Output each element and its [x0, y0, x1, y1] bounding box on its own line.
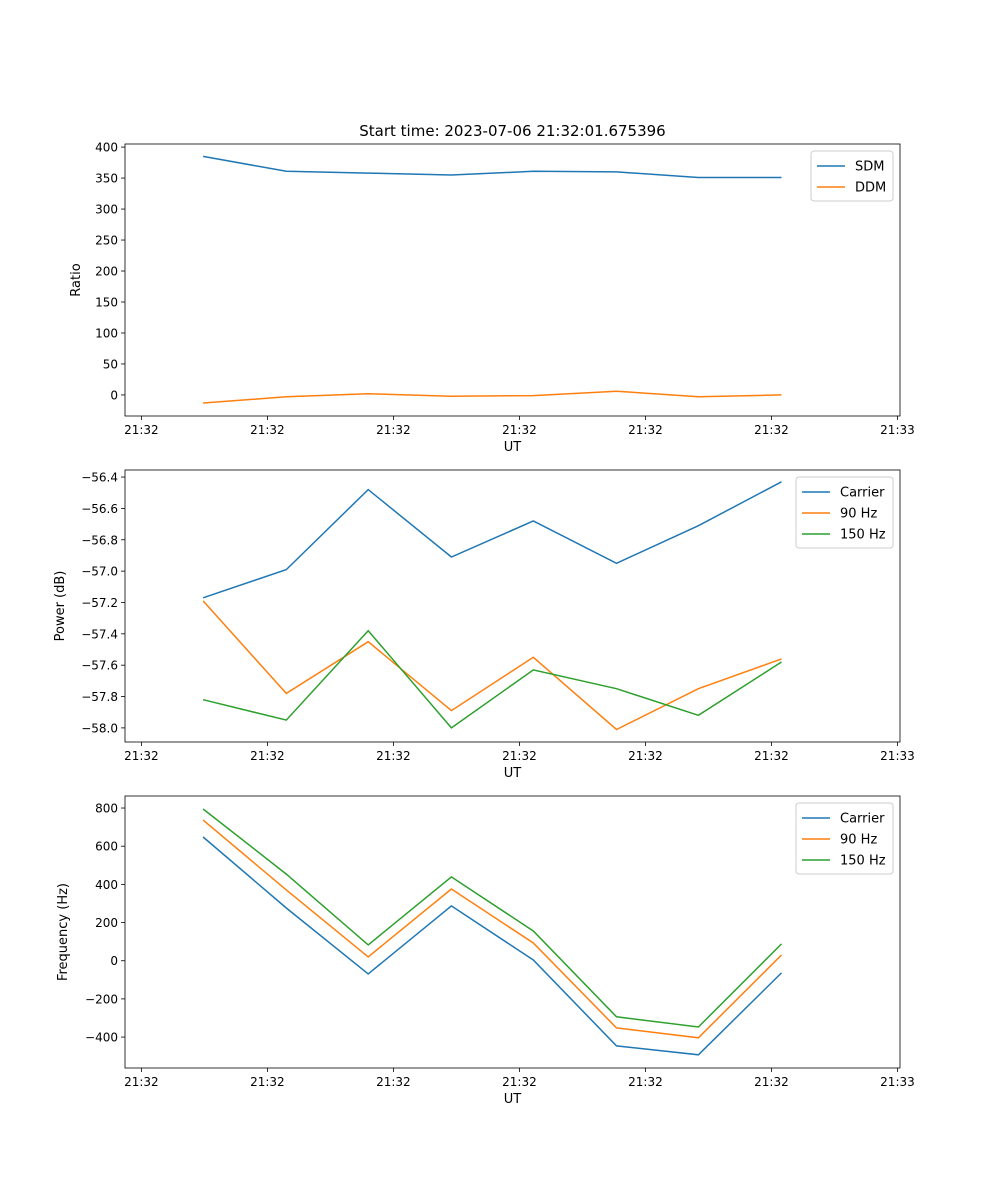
y-tick-label: 300: [95, 203, 118, 217]
x-tick-label: 21:33: [880, 423, 915, 437]
y-axis-label: Power (dB): [53, 571, 68, 642]
y-tick-label: 150: [95, 295, 118, 309]
y-tick-label: 250: [95, 234, 118, 248]
y-tick-label: 400: [95, 878, 118, 892]
x-axis-label: UT: [504, 1092, 522, 1107]
legend: Carrier 90 Hz 150 Hz: [795, 476, 894, 549]
y-tick-label: −400: [85, 1031, 118, 1045]
x-tick-label: 21:32: [250, 749, 285, 763]
x-tick-label: 21:32: [754, 749, 789, 763]
y-tick-label: −58.0: [81, 721, 118, 735]
y-tick-label: −56.6: [81, 502, 118, 516]
x-tick-label: 21:32: [502, 749, 537, 763]
x-axis-label: UT: [504, 440, 522, 455]
x-tick-label: 21:32: [250, 1075, 285, 1089]
axes-frame: [124, 143, 901, 417]
x-tick-label: 21:32: [124, 1075, 159, 1089]
legend-label: 90 Hz: [840, 507, 877, 522]
y-tick-label: 800: [95, 802, 118, 816]
y-tick-label: −200: [85, 992, 118, 1006]
legend-box: [795, 476, 894, 549]
legend-label: Carrier: [840, 486, 885, 501]
x-axis-label: UT: [504, 766, 522, 781]
legend-label: 150 Hz: [840, 854, 886, 869]
x-tick-label: 21:32: [628, 1075, 663, 1089]
y-tick-label: −56.8: [81, 533, 118, 547]
y-tick-label: 200: [95, 265, 118, 279]
x-tick-label: 21:32: [628, 423, 663, 437]
y-axis-label: Frequency (Hz): [56, 883, 71, 981]
x-tick-label: 21:33: [880, 1075, 915, 1089]
subplot-1: Start time: 2023-07-06 21:32:01.675396 21…: [69, 122, 915, 455]
y-tick-label: 200: [95, 916, 118, 930]
series-line-90-hz: [202, 819, 783, 1039]
y-tick-label: −56.4: [81, 471, 118, 485]
x-tick-label: 21:32: [754, 1075, 789, 1089]
x-tick-label: 21:32: [376, 1075, 411, 1089]
series-line-ddm: [203, 390, 782, 404]
x-tick-label: 21:32: [628, 749, 663, 763]
x-tick-label: 21:32: [502, 423, 537, 437]
y-tick-label: 50: [103, 357, 118, 371]
legend-label: 150 Hz: [840, 528, 886, 543]
legend-label: Carrier: [840, 812, 885, 827]
y-tick-label: 600: [95, 840, 118, 854]
y-axis-label: Ratio: [69, 263, 84, 296]
y-tick-label: 0: [110, 388, 118, 402]
y-tick-label: 0: [110, 954, 118, 968]
chart-title: Start time: 2023-07-06 21:32:01.675396: [359, 122, 665, 140]
series-line-carrier: [202, 481, 782, 599]
y-tick-label: 100: [95, 326, 118, 340]
legend-box: [795, 802, 894, 875]
y-tick-label: −57.2: [81, 596, 118, 610]
series-line-150-hz: [202, 808, 783, 1028]
subplot-3: 21:32 21:32 21:32 21:32 21:32 21:32 21:33 UT −40…: [56, 795, 915, 1107]
x-tick-label: 21:32: [250, 423, 285, 437]
x-tick-label: 21:32: [124, 423, 159, 437]
y-tick-label: 350: [95, 172, 118, 186]
series-line-carrier: [202, 836, 783, 1056]
y-tick-label: −57.6: [81, 659, 118, 673]
legend-box: [810, 150, 894, 202]
legend: Carrier 90 Hz 150 Hz: [795, 802, 894, 875]
legend-label: DDM: [855, 181, 886, 196]
series-line-90-hz: [202, 600, 782, 731]
axes-frame: [124, 469, 901, 743]
legend-label: SDM: [855, 160, 884, 175]
y-tick-label: 400: [95, 141, 118, 155]
legend-label: 90 Hz: [840, 833, 877, 848]
series-line-150-hz: [202, 629, 782, 729]
legend: SDM DDM: [810, 150, 894, 202]
subplot-2: 21:32 21:32 21:32 21:32 21:32 21:32 21:33 UT −58…: [53, 469, 915, 781]
x-tick-label: 21:32: [376, 749, 411, 763]
axes-frame: [124, 795, 901, 1069]
x-tick-label: 21:32: [376, 423, 411, 437]
y-tick-label: −57.4: [81, 627, 118, 641]
x-tick-label: 21:32: [124, 749, 159, 763]
x-tick-label: 21:33: [880, 749, 915, 763]
x-tick-label: 21:32: [754, 423, 789, 437]
series-line-sdm: [202, 155, 782, 179]
x-tick-label: 21:32: [502, 1075, 537, 1089]
y-tick-label: −57.8: [81, 690, 118, 704]
y-tick-label: −57.0: [81, 565, 118, 579]
